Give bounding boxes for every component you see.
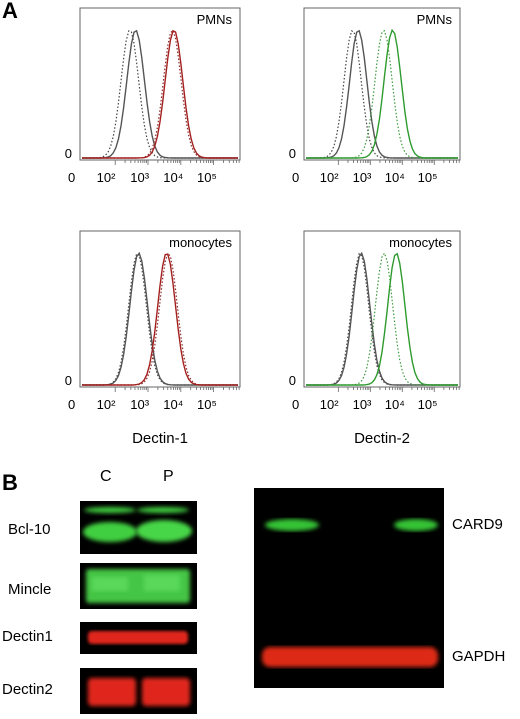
- histogram-series-1: [82, 30, 238, 159]
- blot-dectin2: [80, 668, 197, 714]
- blot-left-lane-1: C: [100, 468, 112, 485]
- blot-label-mincle: Mincle: [8, 581, 52, 598]
- histogram-series-4: [82, 29, 238, 159]
- histogram-dectin2-monocytes: monocytes 0 0 10² 10³ 10⁴ 10⁵ Dectin-2: [289, 230, 461, 447]
- x-tick-label: 0: [68, 397, 75, 412]
- blot-label-dectin1: Dectin1: [2, 628, 53, 645]
- blot-label-card9: CARD9: [452, 516, 503, 533]
- blot-mincle: [80, 563, 197, 609]
- x-tick-label: 10²: [320, 397, 339, 412]
- x-tick-label: 10⁵: [418, 397, 438, 412]
- plot-frame: [303, 230, 461, 388]
- x-tick-label: 0: [68, 170, 75, 185]
- x-axis-label: Dectin-2: [354, 430, 410, 447]
- blot-dectin1: [80, 622, 197, 654]
- x-tick-label: 10²: [97, 170, 116, 185]
- y-tick-label: 0: [289, 373, 296, 388]
- x-tick-label: 10⁴: [385, 170, 405, 185]
- blot-bcl10: [80, 501, 197, 554]
- band: [83, 522, 137, 542]
- y-tick-label: 0: [65, 373, 72, 388]
- chart-title: PMNs: [417, 12, 453, 27]
- x-tick-label: 10⁴: [163, 397, 183, 412]
- x-tick-label: 0: [292, 397, 299, 412]
- x-tick-label: 10³: [353, 170, 372, 185]
- blot-label-dectin2: Dectin2: [2, 681, 53, 698]
- chart-title: monocytes: [169, 235, 232, 250]
- plot-frame: [79, 230, 241, 388]
- blot-label-gapdh: GAPDH: [452, 648, 506, 665]
- x-tick-label: 10³: [353, 397, 372, 412]
- x-tick-label: 10⁵: [197, 397, 217, 412]
- blot-label-bcl10: Bcl-10: [8, 521, 51, 538]
- x-tick-label: 10²: [320, 170, 339, 185]
- x-tick-label: 10⁴: [385, 397, 405, 412]
- histogram-dectin1-pmns: PMNs 0 0 10² 10³ 10⁴ 10⁵: [65, 7, 241, 185]
- blot-card9-gapdh: [254, 488, 444, 688]
- y-tick-label: 0: [289, 146, 296, 161]
- x-tick-label: 10⁵: [197, 170, 217, 185]
- blot-left-lane-2: P: [163, 468, 174, 485]
- x-tick-label: 10³: [130, 170, 149, 185]
- histogram-series-4: [306, 28, 458, 159]
- plot-frame: [79, 7, 241, 161]
- panel-a-letter: A: [2, 0, 18, 23]
- panel-b-letter: B: [2, 470, 18, 495]
- histogram-dectin2-pmns: PMNs 0 0 10² 10³ 10⁴ 10⁵: [289, 7, 461, 185]
- y-tick-label: 0: [65, 146, 72, 161]
- chart-title: PMNs: [197, 12, 233, 27]
- x-tick-label: 10⁴: [163, 170, 183, 185]
- plot-frame: [303, 7, 461, 161]
- x-tick-label: 10³: [130, 397, 149, 412]
- histogram-figure: PMNs 0 0 10² 10³ 10⁴ 10⁵ PMNs 0 0 10² 10³ 10⁴ 10⁵ mo…: [65, 7, 461, 447]
- histogram-series-4: [82, 253, 238, 386]
- x-tick-label: 0: [292, 170, 299, 185]
- x-tick-label: 10²: [97, 397, 116, 412]
- x-tick-label: 10⁵: [418, 170, 438, 185]
- chart-title: monocytes: [389, 235, 452, 250]
- x-axis-label: Dectin-1: [132, 430, 188, 447]
- histogram-series-4: [306, 252, 458, 386]
- histogram-dectin1-monocytes: monocytes 0 0 10² 10³ 10⁴ 10⁵ Dectin-1: [65, 230, 241, 447]
